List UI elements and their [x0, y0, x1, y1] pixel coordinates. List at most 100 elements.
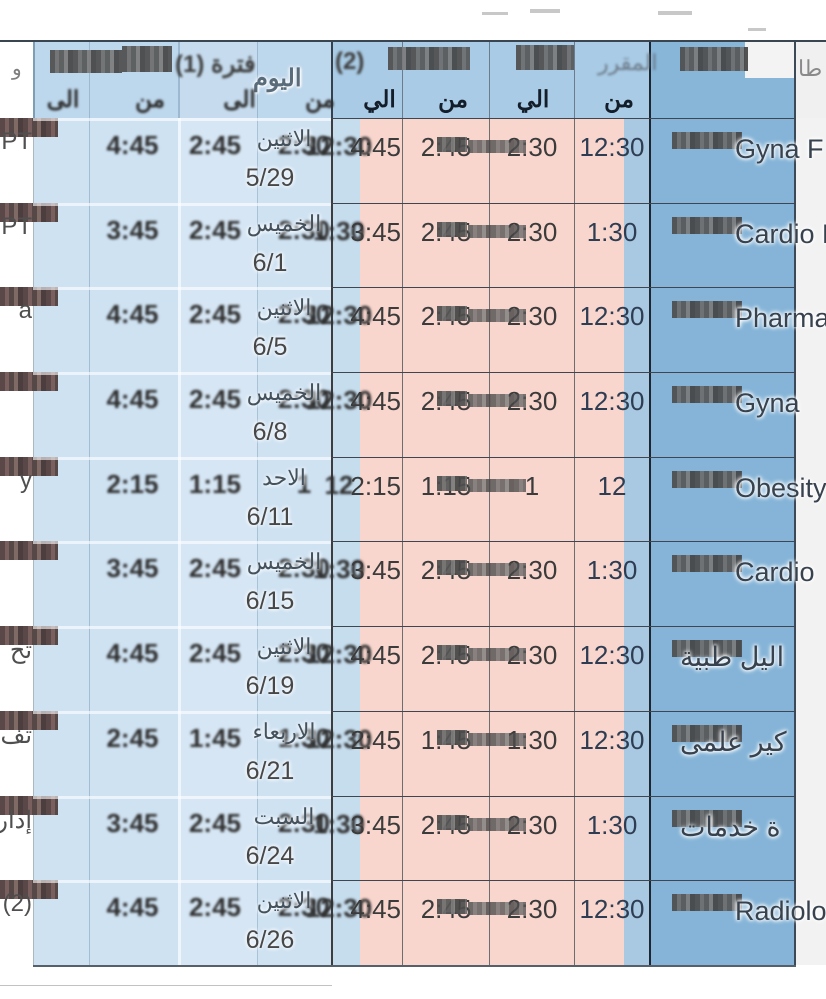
course-name: كير علمى — [680, 726, 787, 757]
redacted-block — [468, 902, 526, 916]
subheader-from-left1: من — [305, 86, 335, 112]
table-rows: PT 4:45 2:45 2:30 12:30 الاثنين 5/29 4:4… — [0, 118, 826, 965]
period1-start-time: 1:30 — [586, 809, 638, 840]
day-name: الاثنين — [256, 634, 312, 660]
redacted-date — [0, 541, 58, 561]
overlay-period1-end: 2:30 — [277, 214, 331, 245]
date: 6/1 — [252, 248, 288, 277]
table-row: 4:45 2:45 2:30 12:30 الخميس 6/8 4:45 2:4… — [0, 372, 826, 457]
overlay-period2-end: 4:45 — [106, 130, 159, 160]
overlay-period2-start: 2:45 — [188, 299, 242, 330]
redacted-day-name — [672, 470, 742, 488]
header-period1-label: فترة (1) — [175, 51, 256, 78]
redacted-day-name — [672, 640, 742, 658]
overlay-period2-end: 3:45 — [106, 807, 159, 838]
overlay-period1-start: 12:30 — [305, 385, 373, 416]
table-row: تف 2:45 1:45 1:30 12:30 الاربعاء 6/21 2:… — [0, 710, 826, 796]
course-name-overflow: y (2) — [0, 890, 32, 918]
overlay-period2-end: 3:45 — [106, 214, 159, 245]
day-name: الخميس — [246, 380, 322, 406]
redacted-text-block — [388, 47, 470, 70]
period2-end-time: 2:15 — [350, 470, 401, 501]
day-name: الخميس — [246, 210, 322, 236]
course-name: Obesity — [735, 472, 826, 503]
overlay-period1-end: 2:30 — [277, 638, 331, 669]
table-row: y (2) 4:45 2:45 2:30 12:30 الاثنين 6/26 … — [0, 880, 826, 965]
redacted-day-name — [672, 301, 742, 319]
period2-end-time: 4:45 — [350, 132, 401, 162]
overlay-period2-end: 4:45 — [106, 384, 159, 415]
redacted-day-name — [672, 132, 742, 149]
overlay-period1-start: 12:30 — [305, 893, 373, 924]
table-header: فترة (1) اليوم (2) المقرر طا و الى من ال… — [0, 40, 826, 120]
overlay-period2-end: 3:45 — [106, 553, 159, 584]
period1-start-time: 12:30 — [579, 640, 645, 671]
subheader-from-period2: من — [438, 86, 468, 112]
overlay-period1-start: 1:30 — [312, 554, 366, 585]
day-name: السبت — [253, 803, 315, 829]
date: 6/26 — [245, 926, 295, 955]
redacted-block — [468, 394, 526, 408]
date: 6/24 — [245, 841, 295, 870]
date: 6/11 — [246, 502, 294, 531]
artifact-mark — [530, 9, 560, 13]
overlay-period2-end: 4:45 — [106, 299, 159, 330]
overlay-period1-start: 12 — [324, 469, 354, 500]
period1-start-time: 12:30 — [579, 301, 645, 332]
redacted-date — [0, 287, 58, 307]
date: 6/19 — [245, 672, 295, 701]
overlay-period2-start: 2:45 — [188, 553, 242, 584]
course-name-overflow: إدار — [0, 806, 32, 834]
date: 5/29 — [245, 164, 295, 192]
redacted-text-block — [516, 45, 574, 70]
course-name-overflow: y — [20, 466, 32, 494]
table-row: تح 4:45 2:45 2:30 12:30 الاثنين 6/19 4:4… — [0, 626, 826, 711]
period2-end-time: 3:45 — [350, 809, 401, 840]
period2-end-time: 2:45 — [350, 724, 401, 755]
table-row: y 2:15 1:15 1 12 الاحد 6/11 2:15 1:15 1 … — [0, 456, 826, 542]
course-name-overflow: تح — [9, 637, 32, 665]
artifact-mark — [482, 12, 508, 15]
overlay-period1-end: 1:30 — [277, 722, 331, 753]
course-name: اليل طبية — [680, 642, 785, 673]
overlay-period2-start: 2:45 — [188, 892, 242, 923]
overlay-period2-start: 2:45 — [188, 384, 242, 415]
overlay-period1-start: 12:30 — [305, 131, 373, 161]
overlay-period1-end: 2:30 — [277, 384, 331, 415]
redacted-day-name — [672, 809, 742, 827]
period2-end-time: 4:45 — [350, 386, 401, 417]
overlay-period1-end: 1 — [296, 468, 312, 499]
redacted-text-block — [680, 47, 748, 71]
table-bottom-border — [33, 965, 796, 967]
day-name: الاثنين — [256, 295, 312, 321]
subheader-to-left1: الى — [223, 86, 256, 112]
period2-end-time: 3:45 — [350, 555, 401, 586]
redacted-text-block — [122, 46, 172, 72]
redacted-block — [437, 814, 467, 830]
redacted-day-name — [672, 894, 742, 912]
redacted-block — [468, 478, 526, 492]
overlay-period1-end: 2:30 — [277, 130, 331, 160]
table-row: إدار 3:45 2:45 2:30 1:30 السبت 6/24 3:45… — [0, 795, 826, 881]
date: 6/8 — [252, 418, 288, 447]
table-row: 3:45 2:45 2:30 1:30 الخميس 6/15 3:45 2:4… — [0, 541, 826, 627]
subheader-from-left2: من — [135, 86, 165, 112]
redacted-block — [468, 563, 526, 577]
course-name-overflow: PT — [1, 212, 32, 240]
redacted-block — [468, 648, 526, 662]
redacted-day-name — [672, 216, 742, 234]
artifact-mark — [658, 11, 692, 15]
period1-start-time: 12:30 — [579, 386, 645, 417]
course-name-overflow: تف — [0, 721, 32, 749]
overlay-period1-end: 2:30 — [277, 553, 331, 584]
overlay-period2-end: 2:45 — [106, 722, 159, 753]
artifact-mark — [748, 28, 766, 31]
header-notch — [745, 42, 794, 78]
period2-end-time: 3:45 — [350, 216, 401, 247]
redacted-day-name — [672, 724, 742, 742]
date: 6/5 — [252, 333, 288, 362]
overlay-period2-end: 4:45 — [106, 892, 159, 923]
period1-start-time: 1:30 — [586, 216, 638, 247]
day-name: الاحد — [262, 464, 306, 490]
